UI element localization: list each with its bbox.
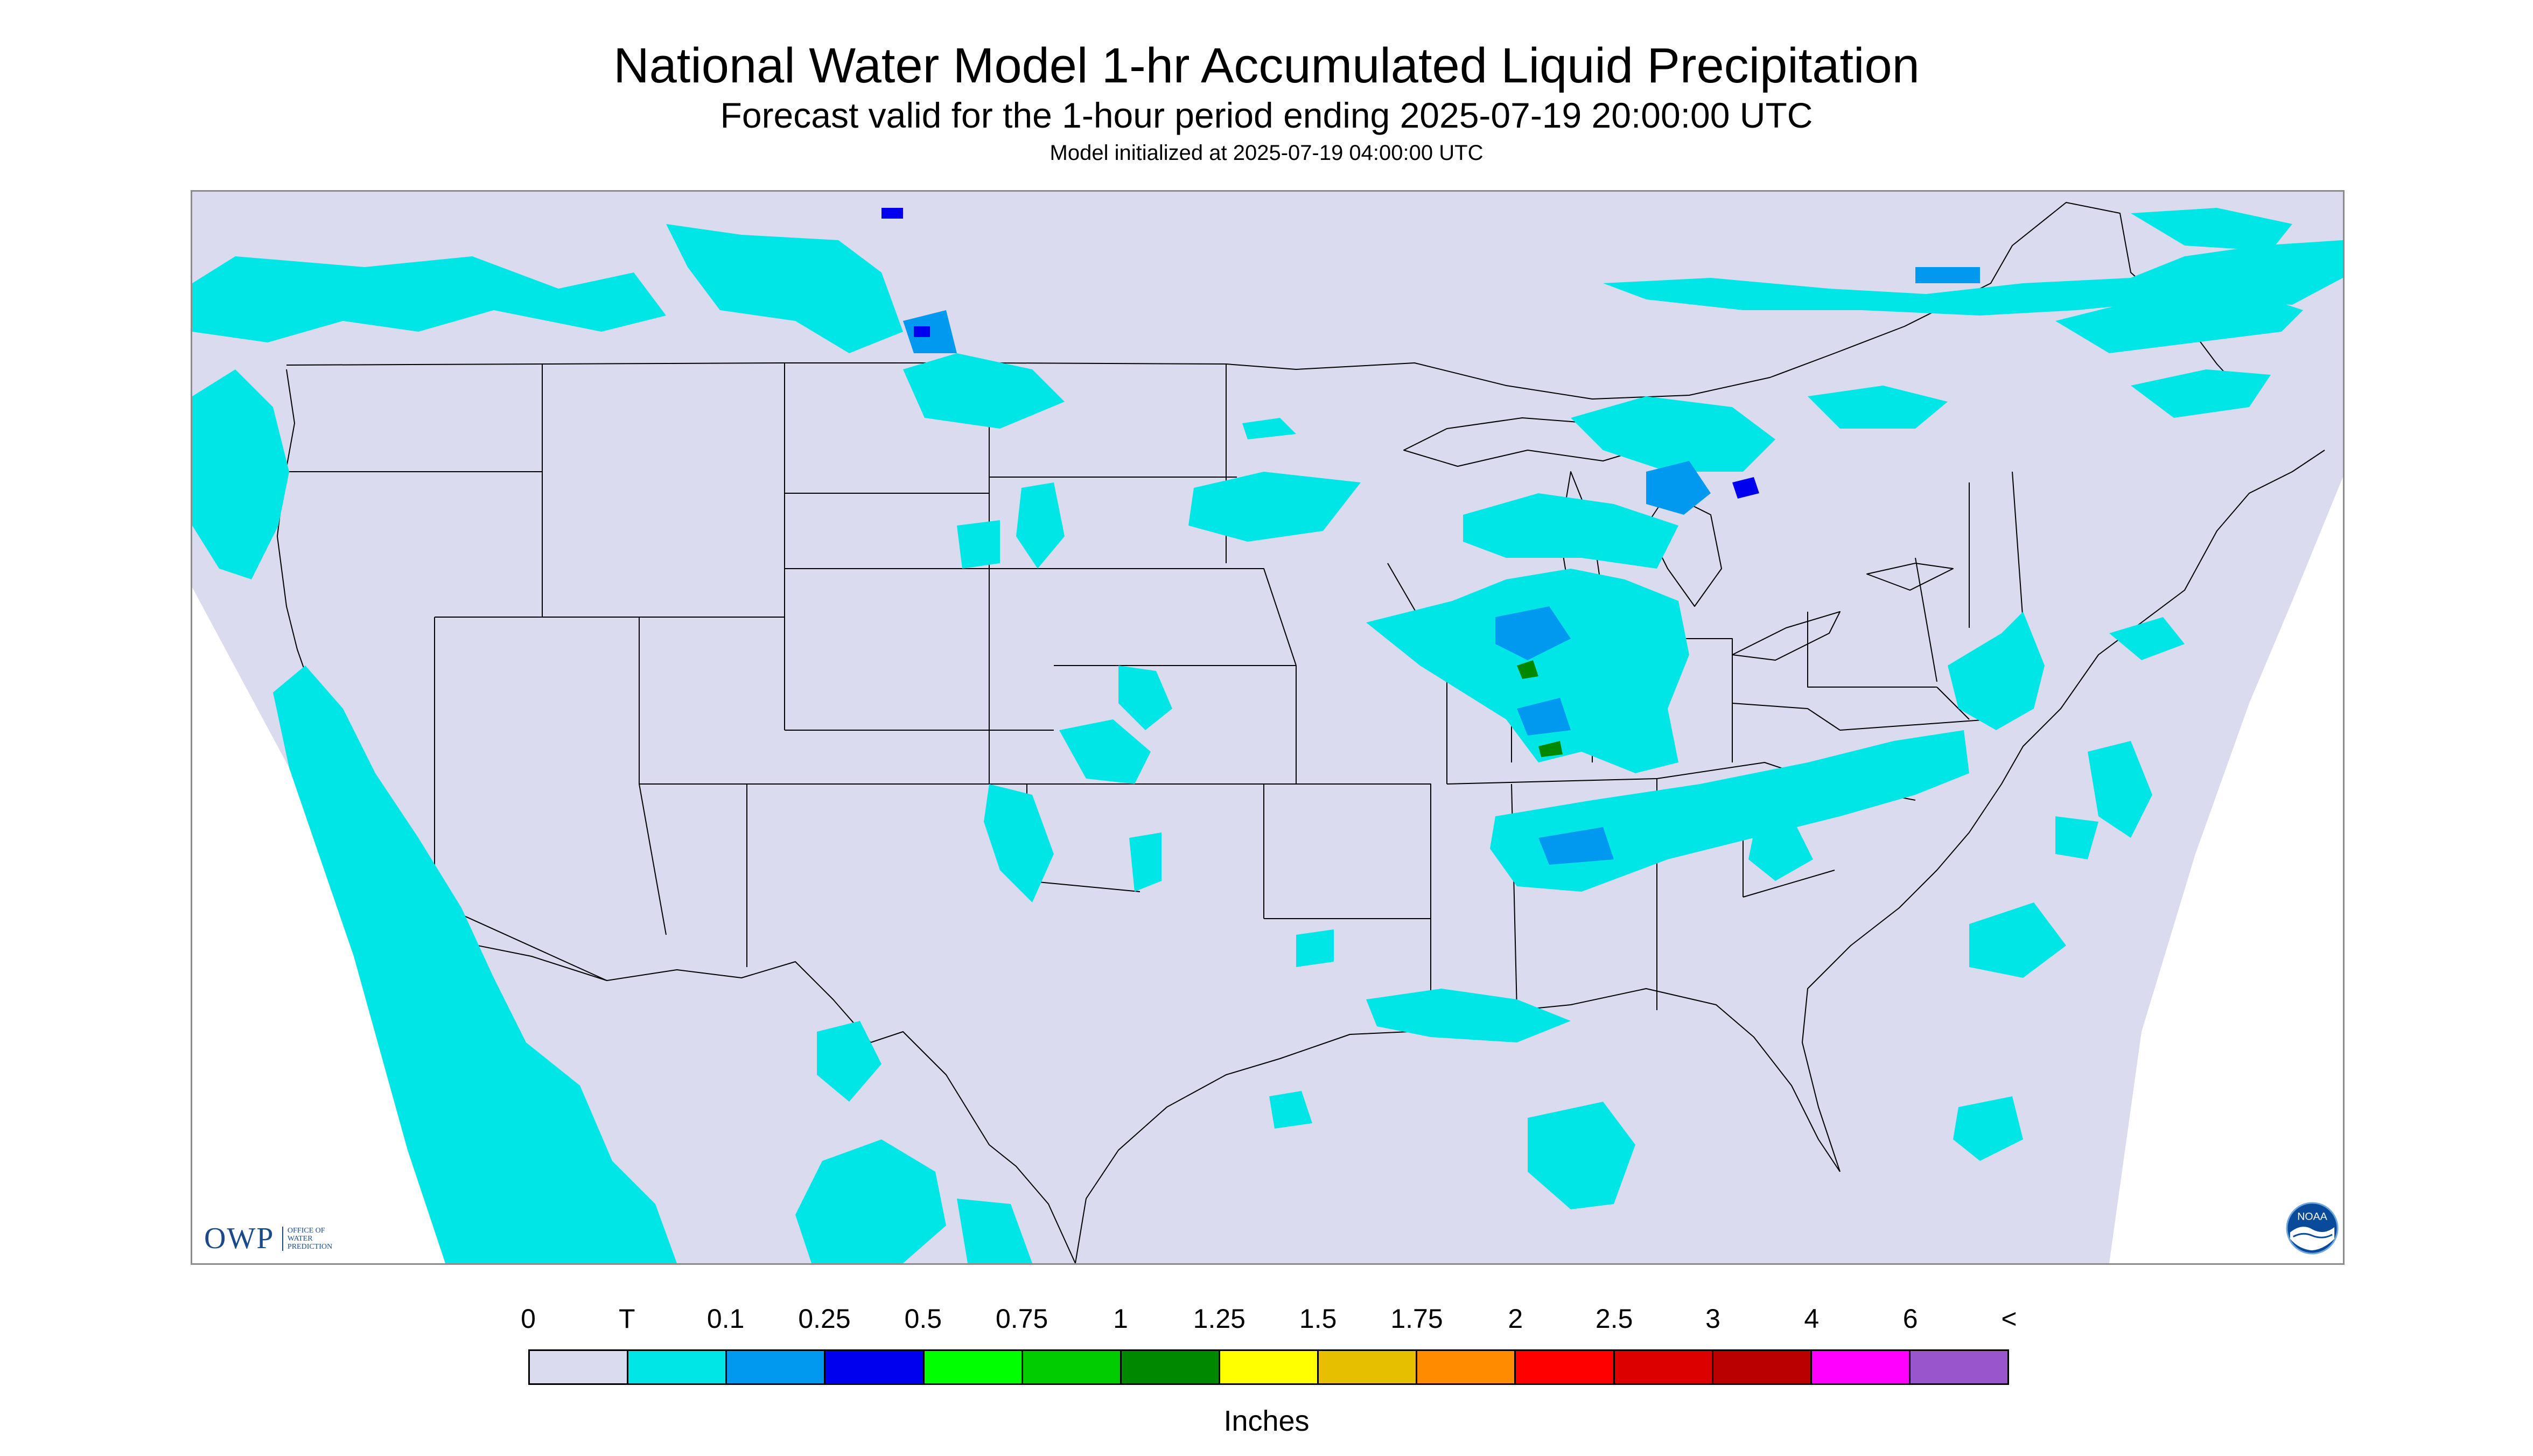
legend-swatch	[1417, 1351, 1516, 1383]
precip-area-heavy	[1538, 827, 1614, 865]
legend-tick-label: 0.25	[798, 1304, 851, 1334]
svg-text:NOAA: NOAA	[2297, 1210, 2327, 1222]
legend-swatch	[1319, 1351, 1418, 1383]
precip-area	[1808, 386, 1948, 429]
precip-area-heavy	[1732, 477, 1759, 499]
legend-tick-label: 1.75	[1390, 1304, 1443, 1334]
precip-area	[1953, 1096, 2023, 1161]
precip-area-heavy	[881, 208, 903, 219]
precip-area-heavy	[1538, 741, 1563, 757]
legend-tick-label: 3	[1705, 1304, 1720, 1334]
precip-area	[984, 784, 1054, 902]
legend-tick-label: 4	[1804, 1304, 1820, 1334]
precip-area	[817, 1021, 881, 1102]
precipitation-layer	[192, 208, 2343, 1263]
noaa-emblem-icon: NOAA	[2286, 1202, 2339, 1255]
legend-tick-label: T	[619, 1304, 635, 1334]
legend-tick-label: 1.25	[1193, 1304, 1245, 1334]
precip-area	[192, 256, 666, 342]
precip-area	[1528, 1102, 1635, 1209]
legend-swatch	[1614, 1351, 1713, 1383]
legend-swatch	[924, 1351, 1023, 1383]
forecast-valid-subtitle: Forecast valid for the 1-hour period end…	[720, 95, 1813, 135]
map-canvas	[192, 192, 2343, 1263]
precip-area	[1059, 719, 1151, 784]
precip-area	[1463, 493, 1678, 569]
precip-area-heavy	[1517, 698, 1571, 736]
precip-area	[795, 1139, 946, 1263]
canada-border	[286, 202, 2244, 400]
precip-area	[957, 1199, 1032, 1263]
atlantic-coast	[1802, 450, 2325, 1172]
precip-area	[957, 520, 1000, 569]
precip-area	[1603, 240, 2343, 316]
precip-area	[1269, 1091, 1312, 1129]
legend-swatch	[1713, 1351, 1812, 1383]
legend-swatch	[1811, 1351, 1911, 1383]
legend-colorbar	[528, 1349, 2009, 1385]
lake-erie	[1732, 611, 1841, 661]
precip-area	[2131, 369, 2271, 418]
legend-tick-label: 0.5	[904, 1304, 942, 1334]
legend-swatch	[1023, 1351, 1122, 1383]
precip-area-heavy	[1915, 267, 1980, 283]
legend-tick-label: 0.75	[995, 1304, 1048, 1334]
mexico-border	[423, 934, 1076, 1263]
precip-area	[192, 369, 289, 579]
precip-area	[397, 1042, 515, 1172]
legend-swatch	[1516, 1351, 1615, 1383]
model-domain	[192, 192, 2343, 1263]
legend-swatch	[1910, 1351, 2008, 1383]
precip-area	[1571, 396, 1775, 472]
precip-area	[2088, 741, 2152, 838]
precip-area	[2109, 617, 2185, 660]
precip-area	[1969, 902, 2066, 978]
precip-area-heavy	[914, 326, 930, 337]
legend-swatch	[727, 1351, 826, 1383]
precip-area	[2055, 289, 2303, 353]
legend-swatch	[1121, 1351, 1220, 1383]
legend-tick-label: 2	[1508, 1304, 1523, 1334]
precip-area	[1016, 482, 1065, 569]
precip-area-heavy	[1646, 461, 1711, 515]
precip-area	[1129, 832, 1161, 892]
precip-area	[1296, 929, 1334, 967]
precip-area	[666, 224, 903, 353]
precip-area	[2055, 816, 2098, 859]
lake-ontario	[1866, 563, 1954, 591]
precip-area	[1188, 472, 1361, 542]
precip-area	[1366, 989, 1571, 1042]
precip-area-heavy	[1495, 606, 1571, 660]
legend-tick-label: <	[2001, 1304, 2017, 1334]
legend-swatch	[825, 1351, 925, 1383]
legend-tick-label: 2.5	[1595, 1304, 1633, 1334]
precip-area	[1118, 666, 1172, 730]
precip-area	[2131, 208, 2292, 251]
legend-swatch	[530, 1351, 629, 1383]
owp-logo: OWP OFFICE OF WATER PREDICTION	[204, 1221, 332, 1257]
precip-area-heavy	[1517, 660, 1538, 679]
legend-tick-label: 0.1	[706, 1304, 745, 1334]
precipitation-heavy-layer	[881, 208, 1980, 865]
legend-tick-labels: 0 T 0.1 0.25 0.5 0.75 1 1.25 1.5 1.75 2 2.5 3 4 6 <	[0, 1303, 2533, 1341]
precip-area	[903, 353, 1065, 429]
precipitation-map: OWP OFFICE OF WATER PREDICTION NOAA	[191, 190, 2345, 1265]
legend-tick-label: 1	[1113, 1304, 1128, 1334]
legend-swatch	[1220, 1351, 1319, 1383]
model-init-text: Model initialized at 2025-07-19 04:00:00…	[1049, 141, 1484, 165]
map-title: National Water Model 1-hr Accumulated Li…	[613, 38, 1920, 93]
legend-tick-label: 6	[1902, 1304, 1918, 1334]
owp-logo-text: OWP	[204, 1222, 275, 1255]
precip-area	[1948, 612, 2045, 730]
legend-units-label: Inches	[1223, 1405, 1310, 1437]
owp-logo-subtext: OFFICE OF WATER PREDICTION	[282, 1226, 332, 1251]
precip-area	[1748, 827, 1813, 881]
legend-tick-label: 1.5	[1299, 1304, 1337, 1334]
legend-swatch	[628, 1351, 727, 1383]
legend-tick-label: 0	[521, 1304, 536, 1334]
precip-area	[273, 666, 677, 1263]
precip-area	[1242, 418, 1296, 439]
